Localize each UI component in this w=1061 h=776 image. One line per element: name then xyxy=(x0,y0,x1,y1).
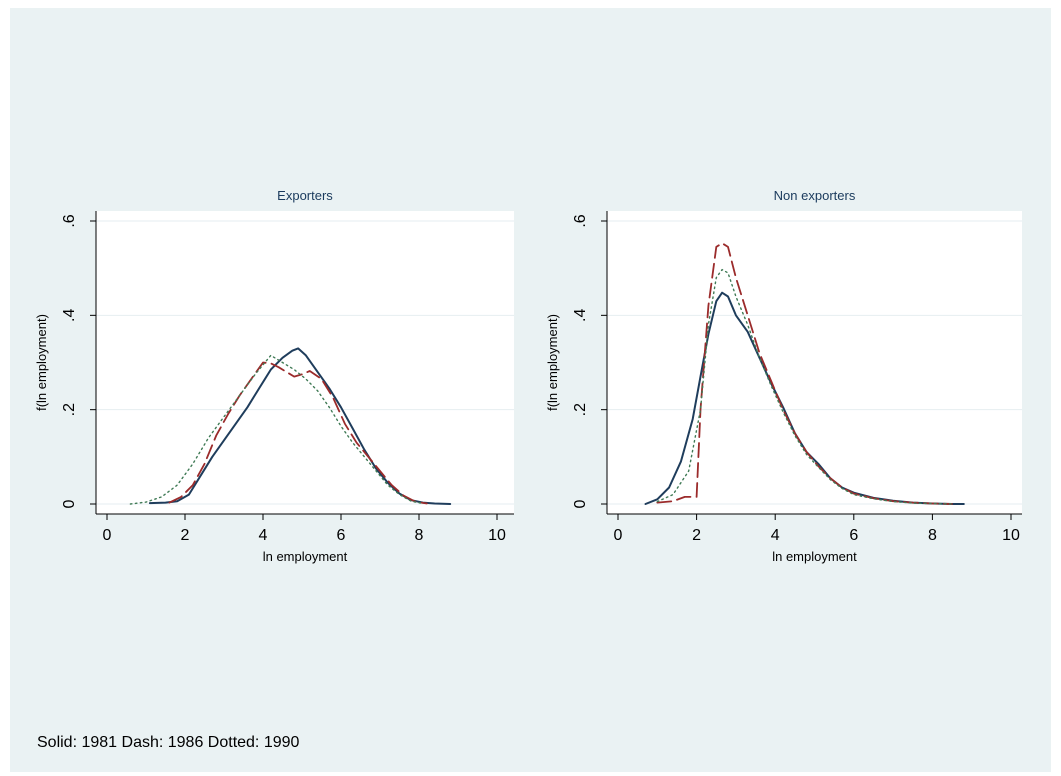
y-tick-label-2-0: 0 xyxy=(572,499,589,508)
x-tick-label-2-0: 0 xyxy=(614,527,623,544)
panel-title-1: Exporters xyxy=(277,188,333,203)
x-tick-label-1-1: 2 xyxy=(181,527,190,544)
y-tick-label-1-0: 0 xyxy=(61,499,78,508)
x-tick-label-2-3: 6 xyxy=(849,527,858,544)
y-axis-label-2: f(ln employment) xyxy=(545,314,560,411)
x-tick-label-2-4: 8 xyxy=(928,527,937,544)
series-line-1-dotted xyxy=(129,354,424,505)
y-tick-label-1-2: .4 xyxy=(61,309,78,322)
x-tick-label-1-5: 10 xyxy=(488,527,506,544)
y-tick-label-2-3: .6 xyxy=(572,214,589,227)
x-tick-label-1-2: 4 xyxy=(259,527,268,544)
y-tick-label-1-1: .2 xyxy=(61,403,78,416)
x-tick-label-2-1: 2 xyxy=(692,527,701,544)
plot-area-2 xyxy=(607,211,1022,514)
legend-note: Solid: 1981 Dash: 1986 Dotted: 1990 xyxy=(37,734,300,751)
x-tick-label-1-3: 6 xyxy=(337,527,346,544)
y-axis-label-1: f(ln employment) xyxy=(34,314,49,411)
plot-area-1 xyxy=(96,211,514,514)
x-tick-label-2-2: 4 xyxy=(771,527,780,544)
x-axis-label-2: ln employment xyxy=(772,549,857,564)
x-tick-label-1-4: 8 xyxy=(415,527,424,544)
y-tick-label-2-1: .2 xyxy=(572,403,589,416)
x-axis-label-1: ln employment xyxy=(263,549,348,564)
x-tick-label-2-5: 10 xyxy=(1002,527,1020,544)
series-line-2-dash xyxy=(656,242,953,505)
series-line-1-solid xyxy=(148,347,452,505)
series-line-2-dotted xyxy=(656,268,953,505)
series-line-1-dash xyxy=(168,361,428,505)
y-tick-label-1-3: .6 xyxy=(61,214,78,227)
panel-title-2: Non exporters xyxy=(774,188,856,203)
x-tick-label-1-0: 0 xyxy=(103,527,112,544)
y-tick-label-2-2: .4 xyxy=(572,309,589,322)
